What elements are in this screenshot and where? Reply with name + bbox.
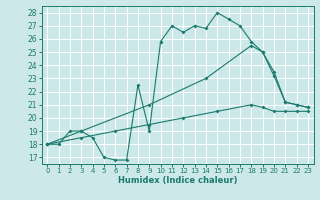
X-axis label: Humidex (Indice chaleur): Humidex (Indice chaleur) [118, 176, 237, 185]
